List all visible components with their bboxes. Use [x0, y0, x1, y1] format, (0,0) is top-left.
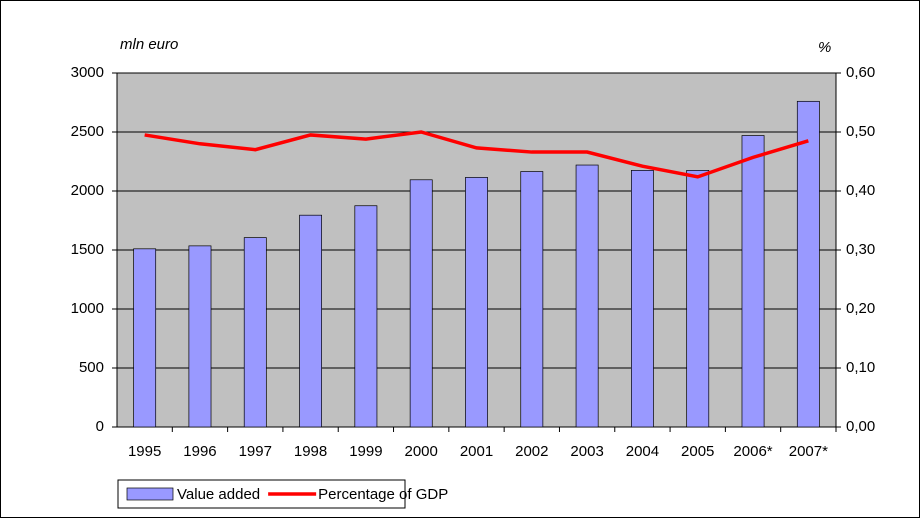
bar — [686, 170, 710, 428]
bar — [520, 171, 544, 428]
y-tick-label: 2000 — [71, 182, 104, 199]
x-tick-label: 2004 — [626, 443, 659, 460]
bar — [575, 164, 599, 428]
x-tick-label: 2005 — [681, 443, 714, 460]
y-tick-label: 2500 — [71, 123, 104, 140]
y-tick-label: 500 — [79, 359, 104, 376]
x-tick-label: 2002 — [515, 443, 548, 460]
x-tick-label: 2000 — [405, 443, 438, 460]
x-tick-label: 2006* — [733, 443, 772, 460]
legend-swatch — [126, 487, 174, 501]
bar — [465, 177, 488, 428]
x-tick-label: 1996 — [183, 443, 216, 460]
bar — [631, 170, 654, 428]
y2-tick-label: 0,40 — [846, 182, 875, 199]
x-tick-label: 1998 — [294, 443, 327, 460]
x-tick-label: 2001 — [460, 443, 493, 460]
legend-label: Value added — [177, 486, 260, 503]
bar — [741, 135, 765, 428]
x-tick-label: 2003 — [570, 443, 603, 460]
y2-tick-label: 0,30 — [846, 241, 875, 258]
bar — [133, 248, 157, 428]
bar — [354, 205, 378, 428]
y2-tick-label: 0,10 — [846, 359, 875, 376]
y2-tick-label: 0,60 — [846, 64, 875, 81]
y2-tick-label: 0,20 — [846, 300, 875, 317]
bar — [243, 237, 267, 428]
y-tick-label: 1000 — [71, 300, 104, 317]
bar — [796, 100, 820, 428]
y-tick-label: 3000 — [71, 64, 104, 81]
bar — [409, 179, 433, 428]
x-tick-label: 1999 — [349, 443, 382, 460]
bar — [299, 214, 322, 428]
y2-tick-label: 0,00 — [846, 418, 875, 435]
line — [144, 130, 809, 179]
x-tick-label: 2007* — [789, 443, 828, 460]
y-tick-label: 1500 — [71, 241, 104, 258]
x-tick-label: 1995 — [128, 443, 161, 460]
bar — [188, 245, 212, 428]
legend-label: Percentage of GDP — [318, 486, 448, 503]
y2-axis-title: % — [818, 39, 831, 56]
y2-tick-label: 0,50 — [846, 123, 875, 140]
y-tick-label: 0 — [96, 418, 104, 435]
y-axis-title: mln euro — [120, 36, 178, 53]
x-tick-label: 1997 — [239, 443, 272, 460]
